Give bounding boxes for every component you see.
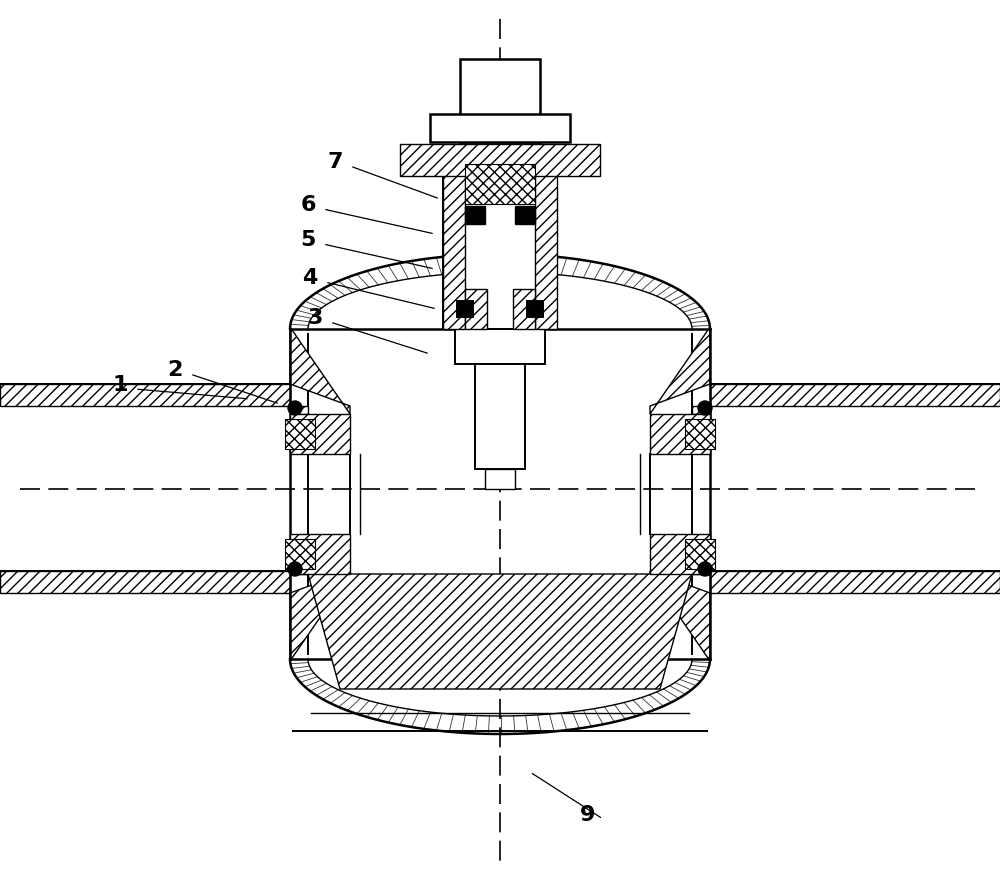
Polygon shape	[650, 535, 710, 574]
Polygon shape	[290, 535, 350, 574]
Polygon shape	[515, 207, 535, 224]
Text: 9: 9	[580, 804, 596, 824]
Polygon shape	[710, 571, 1000, 594]
Polygon shape	[443, 155, 557, 330]
Polygon shape	[290, 407, 308, 415]
Polygon shape	[650, 571, 710, 662]
Polygon shape	[685, 539, 715, 569]
Text: 4: 4	[302, 267, 318, 288]
Polygon shape	[308, 574, 692, 689]
Polygon shape	[285, 539, 315, 569]
Polygon shape	[0, 571, 290, 594]
Text: 7: 7	[327, 152, 343, 172]
Circle shape	[288, 401, 302, 416]
Polygon shape	[465, 207, 485, 224]
Polygon shape	[535, 155, 557, 330]
Text: 3: 3	[307, 308, 323, 327]
Polygon shape	[485, 469, 515, 489]
Polygon shape	[487, 330, 513, 475]
Polygon shape	[527, 301, 543, 317]
Polygon shape	[650, 327, 710, 415]
Polygon shape	[475, 365, 525, 469]
Text: 5: 5	[300, 230, 316, 249]
Polygon shape	[457, 301, 473, 317]
Polygon shape	[290, 327, 350, 415]
Circle shape	[698, 562, 712, 577]
Polygon shape	[465, 290, 487, 330]
Text: 6: 6	[300, 195, 316, 215]
Text: 1: 1	[112, 375, 128, 394]
Polygon shape	[685, 419, 715, 450]
Polygon shape	[0, 384, 290, 407]
Polygon shape	[710, 384, 1000, 407]
Polygon shape	[290, 571, 350, 662]
Polygon shape	[460, 60, 540, 145]
Circle shape	[288, 562, 302, 577]
Polygon shape	[285, 419, 315, 450]
Polygon shape	[513, 290, 535, 330]
Polygon shape	[430, 114, 570, 143]
Polygon shape	[290, 571, 308, 574]
Text: 2: 2	[167, 359, 183, 380]
Polygon shape	[290, 415, 350, 454]
Polygon shape	[650, 415, 710, 454]
Polygon shape	[455, 330, 545, 365]
Circle shape	[698, 401, 712, 416]
Polygon shape	[692, 407, 710, 415]
Polygon shape	[443, 155, 465, 330]
Polygon shape	[692, 571, 710, 574]
Polygon shape	[465, 164, 535, 205]
Polygon shape	[400, 145, 600, 177]
